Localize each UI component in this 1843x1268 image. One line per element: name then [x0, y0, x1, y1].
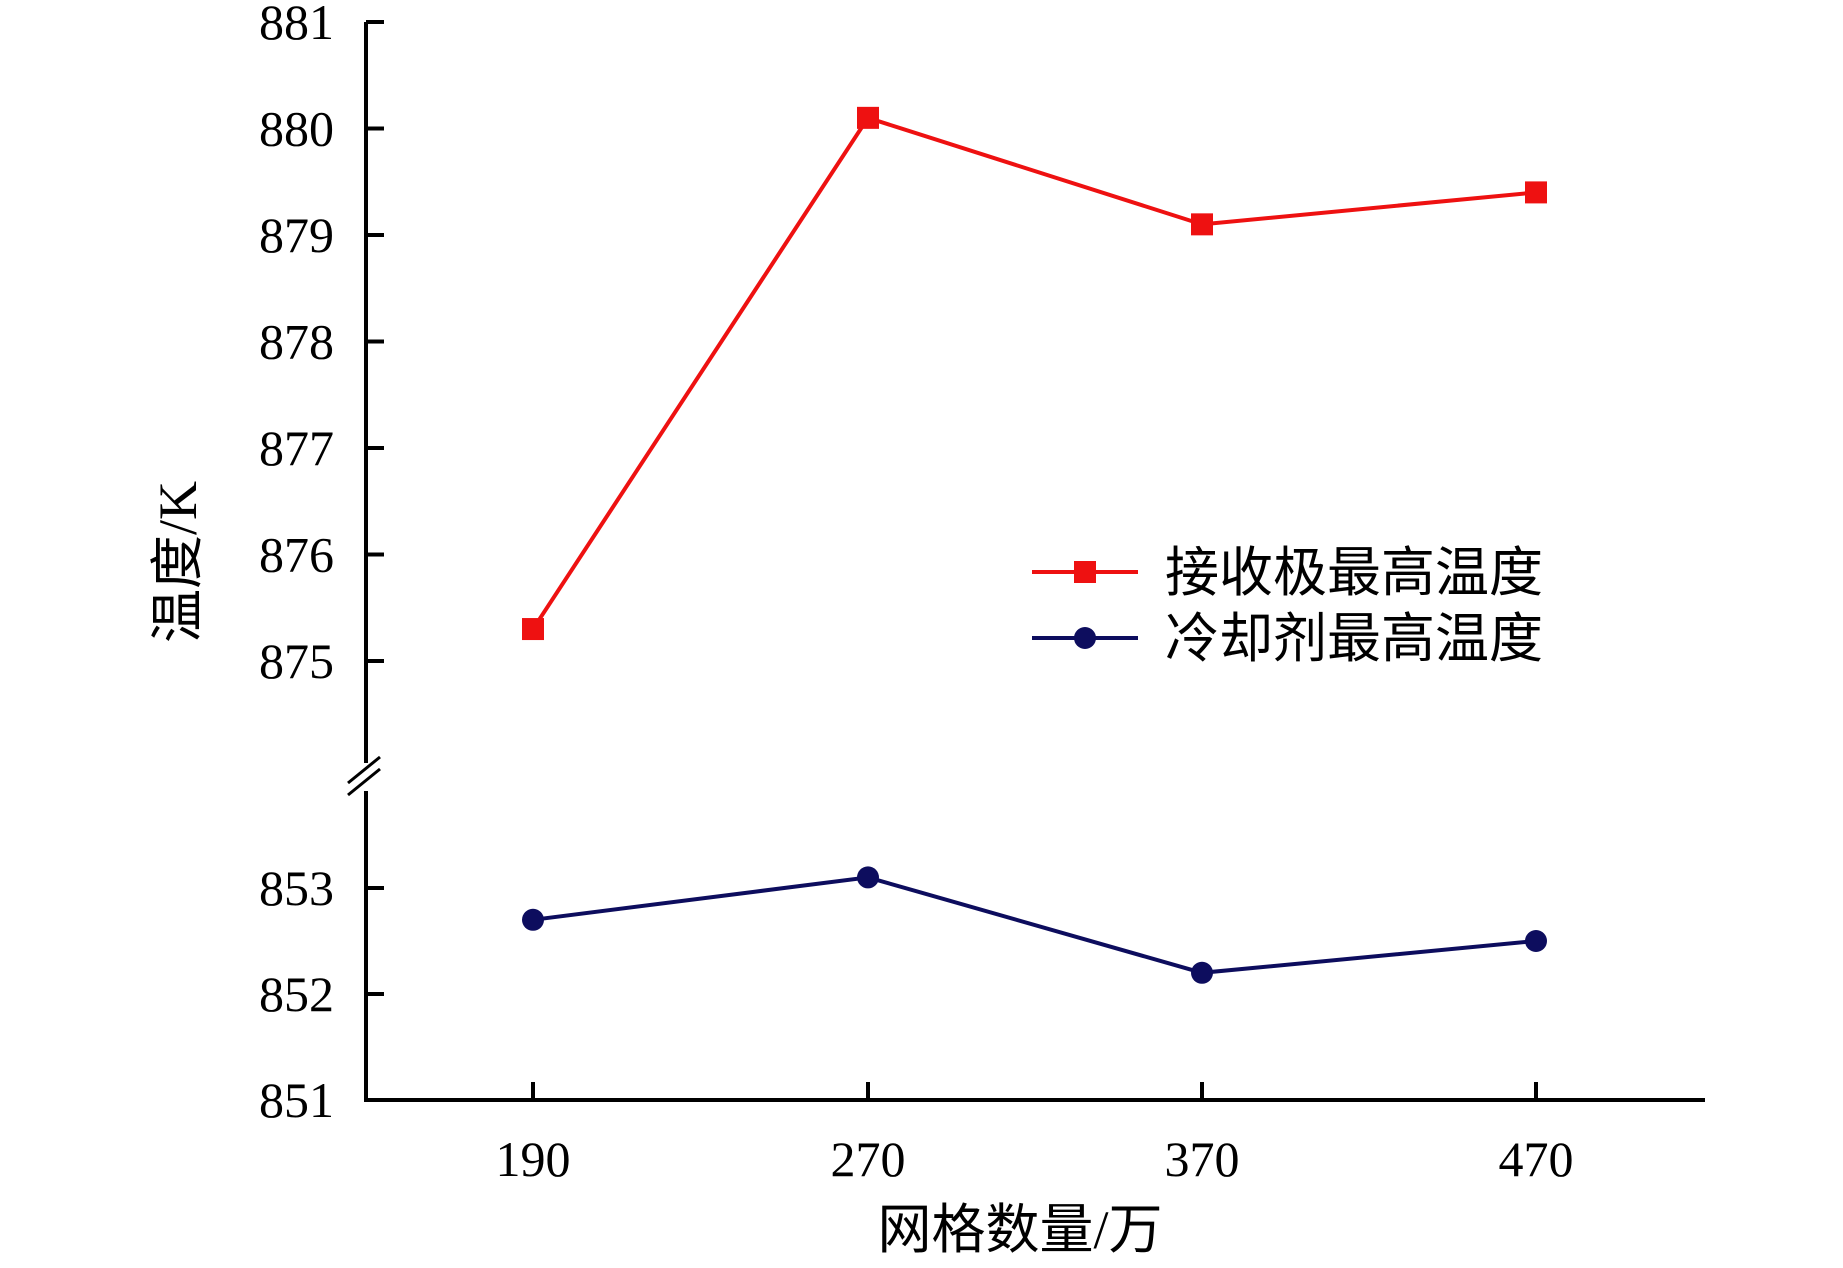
data-point — [1525, 181, 1547, 204]
series-line — [532, 875, 1537, 975]
data-point — [1191, 961, 1213, 984]
legend-marker — [1074, 627, 1096, 649]
legend-label: 接收极最高温度 — [1165, 543, 1543, 603]
data-point — [1191, 213, 1213, 236]
y-tick-label: 878 — [259, 314, 334, 370]
x-axis-title: 网格数量/万 — [877, 1200, 1162, 1260]
y-tick-label: 879 — [259, 207, 334, 263]
data-point — [857, 106, 879, 129]
legend-item: 接收极最高温度 — [1032, 543, 1543, 603]
axis-break-mark — [347, 767, 381, 797]
y-tick-label: 852 — [259, 966, 334, 1022]
y-tick-label: 877 — [259, 420, 334, 476]
x-tick-label: 470 — [1499, 1131, 1574, 1187]
axis-break-mark — [347, 755, 381, 785]
y-tick-label: 881 — [259, 0, 334, 50]
legend-label: 冷却剂最高温度 — [1165, 609, 1543, 669]
series-2 — [522, 866, 1547, 984]
data-point — [522, 618, 544, 641]
data-point — [522, 908, 544, 931]
series-1 — [522, 106, 1547, 641]
series-line — [531, 115, 1537, 631]
y-tick-label: 875 — [259, 633, 334, 689]
y-tick-label: 876 — [259, 527, 334, 583]
series-layer — [522, 106, 1547, 984]
x-tick-label: 190 — [496, 1131, 571, 1187]
data-point — [1525, 930, 1547, 952]
y-tick-label: 851 — [259, 1072, 334, 1128]
legend-item: 冷却剂最高温度 — [1032, 609, 1543, 669]
y-axis-title: 温度/K — [148, 481, 208, 643]
x-tick-label: 370 — [1165, 1131, 1240, 1187]
x-tick-label: 270 — [831, 1131, 906, 1187]
y-tick-label: 853 — [259, 860, 334, 916]
legend-marker — [1074, 561, 1096, 583]
axes: 881 880 879 878 877 876 875 853 852 851 190 270 370 4… — [259, 0, 1705, 1187]
y-tick-label: 880 — [259, 101, 334, 157]
data-point — [857, 866, 879, 889]
